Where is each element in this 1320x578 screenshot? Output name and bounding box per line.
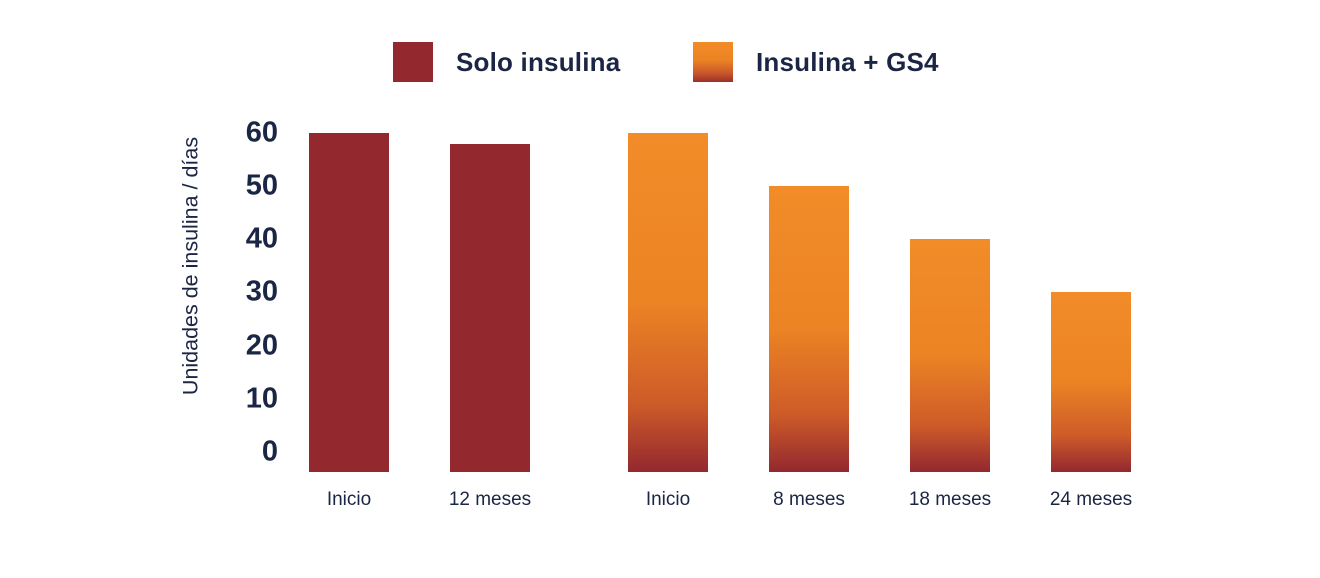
x-label-8-meses: 8 meses <box>773 489 845 510</box>
legend-swatch-red-icon <box>393 42 433 82</box>
legend-item-solo-insulina: Solo insulina <box>393 42 620 82</box>
bar-insulina-gs4-18-meses <box>910 239 990 472</box>
y-tick-0: 0 <box>261 435 278 468</box>
y-tick-50: 50 <box>245 169 278 202</box>
y-tick-60: 60 <box>245 116 278 149</box>
bar-solo-insulina-12-meses <box>450 143 530 472</box>
x-label-24-meses: 24 meses <box>1049 489 1133 510</box>
legend-label-insulina-gs4: Insulina + GS4 <box>756 46 939 77</box>
x-label-18-meses: 18 meses <box>908 489 992 510</box>
legend-label-solo-insulina: Solo insulina <box>456 46 621 77</box>
x-label-inicio: Inicio <box>645 489 691 510</box>
y-tick-30: 30 <box>245 275 278 308</box>
y-axis-title: Unidades de insulina / días <box>178 136 203 396</box>
bar-solo-insulina-inicio <box>309 132 389 472</box>
legend-item-insulina-gs4: Insulina + GS4 <box>693 42 939 82</box>
y-tick-40: 40 <box>245 222 278 255</box>
y-tick-10: 10 <box>245 382 278 415</box>
x-label-inicio: Inicio <box>326 489 372 510</box>
y-tick-20: 20 <box>245 329 278 362</box>
bar-insulina-gs4-inicio <box>628 132 708 472</box>
bar-insulina-gs4-8-meses <box>769 186 849 472</box>
bar-insulina-gs4-24-meses <box>1051 292 1131 472</box>
x-label-12-meses: 12 meses <box>448 489 532 510</box>
legend-swatch-orange-icon <box>693 42 733 82</box>
